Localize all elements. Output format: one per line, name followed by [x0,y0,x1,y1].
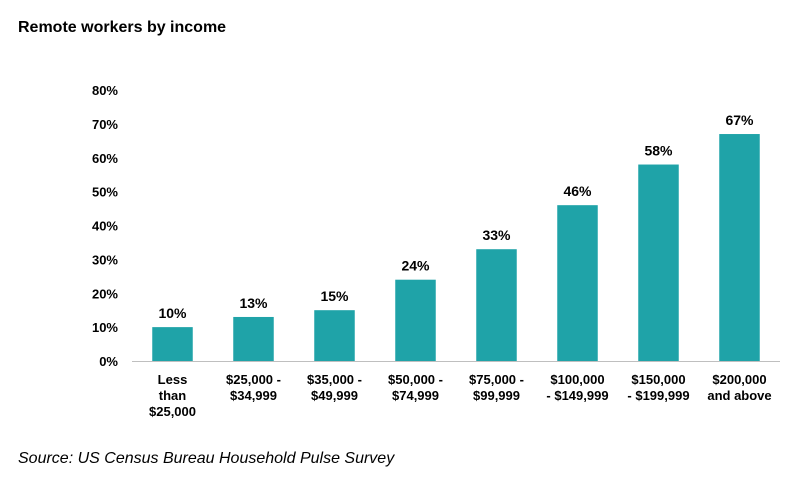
y-tick-label: 40% [92,219,118,234]
bar [152,327,193,361]
x-tick-label: $200,000 and above [707,372,771,403]
x-tick-label: $35,000 -$49,999 [307,372,362,403]
y-tick-label: 70% [92,117,118,132]
y-tick-label: 30% [92,252,118,267]
x-tick-line: $100,000 [550,372,604,387]
bar [233,316,274,361]
y-tick-label: 20% [92,286,118,301]
x-tick-line: Less [158,372,188,387]
x-tick-line: $25,000 - [226,372,281,387]
y-tick-label: 0% [99,354,118,369]
data-label: 67% [725,112,754,128]
data-label: 13% [239,295,268,311]
x-tick-line: $49,999 [311,388,358,403]
data-label: 58% [644,143,673,159]
y-tick-label: 60% [92,151,118,166]
bars [152,134,760,361]
x-tick-line: than [159,388,187,403]
x-tick-line: $35,000 - [307,372,362,387]
data-label: 10% [158,305,187,321]
x-tick-line: - $199,999 [627,388,689,403]
x-tick-label: $25,000 -$34,999 [226,372,281,403]
x-tick-line: $25,000 [149,404,196,419]
y-tick-label: 50% [92,185,118,200]
x-tick-line: - $149,999 [546,388,608,403]
x-tick-line: $74,999 [392,388,439,403]
y-axis-ticks: 0% 10% 20% 30% 40% 50% 60% 70% 80% [92,83,118,369]
data-label: 33% [482,227,511,243]
data-label: 15% [320,288,349,304]
x-tick-label: $75,000 -$99,999 [469,372,524,403]
bar [638,164,679,361]
x-tick-label: $50,000 -$74,999 [388,372,443,403]
x-tick-label: $150,000- $199,999 [627,372,689,403]
x-tick-line: $150,000 [631,372,685,387]
x-tick-line: and above [707,388,771,403]
data-label: 46% [563,183,592,199]
data-label: 24% [401,258,430,274]
chart-title: Remote workers by income [18,19,227,36]
x-axis-ticks: Less than $25,000 $25,000 -$34,999 $35,000 -… [149,372,772,419]
bar [395,279,436,361]
x-tick-label: Less than $25,000 [149,372,196,419]
x-tick-label: $100,000- $149,999 [546,372,608,403]
y-tick-label: 10% [92,320,118,335]
x-tick-line: $200,000 [712,372,766,387]
bar [557,205,598,361]
x-tick-line: $99,999 [473,388,520,403]
source-note: Source: US Census Bureau Household Pulse… [18,450,395,467]
data-labels: 10% 13% 15% 24% 33% 46% 58% 67% [158,112,754,321]
bar [314,310,355,361]
x-tick-line: $75,000 - [469,372,524,387]
bar [719,134,760,361]
x-tick-line: $50,000 - [388,372,443,387]
x-tick-line: $34,999 [230,388,277,403]
y-tick-label: 80% [92,83,118,98]
bar [476,249,517,361]
